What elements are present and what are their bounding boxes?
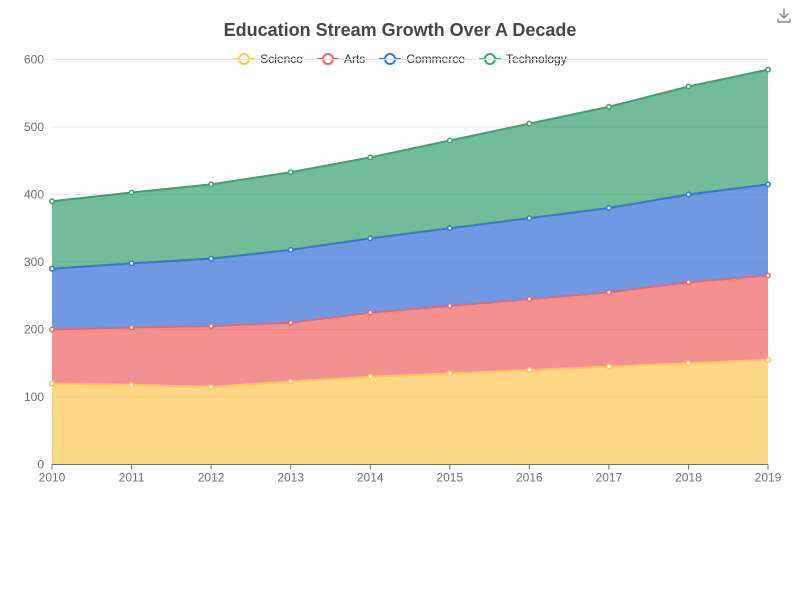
data-point-science <box>446 370 453 377</box>
x-tick-label: 2011 <box>119 471 145 485</box>
chart-title: Education Stream Growth Over A Decade <box>223 20 577 40</box>
data-point-commerce <box>208 255 215 262</box>
y-tick-label: 500 <box>24 120 44 134</box>
data-point-arts <box>287 319 294 326</box>
data-point-science <box>605 363 612 370</box>
y-tick-label: 400 <box>24 188 44 202</box>
data-point-technology <box>128 189 135 196</box>
data-point-science <box>526 367 533 373</box>
data-point-technology <box>526 120 533 127</box>
data-point-arts <box>526 296 533 303</box>
y-tick-label: 600 <box>24 53 44 67</box>
series-line-science <box>51 358 769 388</box>
data-point-arts <box>446 302 453 309</box>
x-tick-label: 2018 <box>675 471 702 485</box>
data-point-commerce <box>765 181 771 188</box>
data-point-arts <box>685 279 692 286</box>
data-point-commerce <box>446 225 453 232</box>
data-point-technology <box>49 198 55 205</box>
data-point-arts <box>49 326 55 333</box>
x-tick-label: 2013 <box>277 471 304 485</box>
data-point-arts <box>765 272 771 279</box>
data-point-arts <box>605 289 612 296</box>
data-point-commerce <box>287 246 294 253</box>
y-tick-label: 100 <box>24 390 44 404</box>
x-tick-label: 2015 <box>436 471 463 485</box>
data-point-science <box>128 381 135 388</box>
series-line-commerce <box>51 183 769 270</box>
data-point-arts <box>367 309 374 316</box>
data-point-science <box>287 378 294 385</box>
data-point-technology <box>287 169 294 176</box>
area-arts <box>52 275 768 387</box>
data-point-technology <box>446 137 453 144</box>
data-point-technology <box>765 66 771 73</box>
data-point-technology <box>685 83 692 90</box>
y-tick-label: 200 <box>24 323 44 337</box>
data-point-commerce <box>526 215 533 222</box>
data-point-science <box>685 360 692 367</box>
data-point-science <box>367 373 374 380</box>
x-tick-label: 2014 <box>357 471 384 485</box>
series-line-technology <box>51 68 769 203</box>
area-technology <box>52 69 768 269</box>
x-tick-label: 2010 <box>39 471 66 485</box>
x-tick-label: 2019 <box>755 471 782 485</box>
data-point-arts <box>128 324 135 331</box>
download-icon[interactable] <box>774 6 794 26</box>
data-point-commerce <box>367 235 374 242</box>
x-tick-label: 2012 <box>198 471 225 485</box>
data-point-commerce <box>128 260 135 267</box>
data-point-commerce <box>685 191 692 198</box>
data-point-science <box>49 380 55 387</box>
data-point-commerce <box>49 265 55 272</box>
data-point-science <box>765 356 771 363</box>
data-point-arts <box>208 323 215 330</box>
data-point-technology <box>208 181 215 188</box>
series-line-arts <box>51 274 769 331</box>
data-point-science <box>208 383 215 390</box>
y-tick-label: 300 <box>24 255 44 269</box>
data-point-commerce <box>605 205 612 211</box>
y-tick-label: 0 <box>37 458 44 472</box>
x-tick-label: 2016 <box>516 471 543 485</box>
x-tick-label: 2017 <box>596 471 623 485</box>
data-point-technology <box>367 154 374 161</box>
data-point-technology <box>605 103 612 110</box>
